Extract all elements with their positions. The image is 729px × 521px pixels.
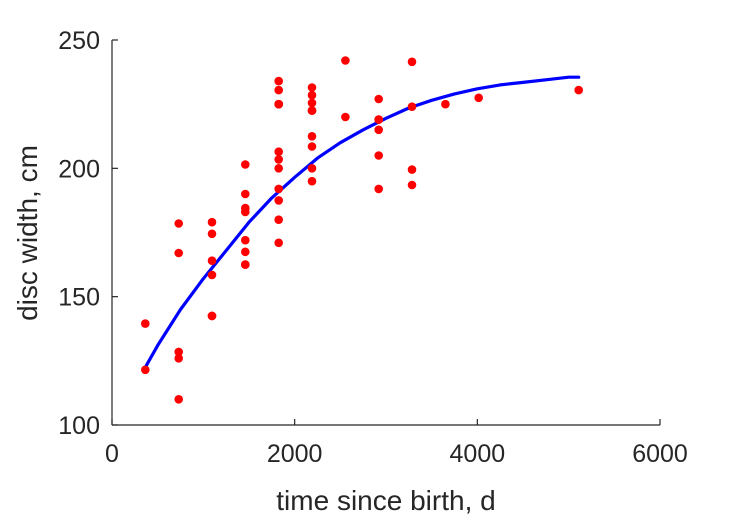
- data-point: [274, 147, 284, 156]
- data-point: [174, 354, 183, 363]
- data-point: [574, 85, 583, 95]
- data-point: [374, 184, 384, 194]
- data-point: [207, 270, 217, 280]
- data-point: [374, 125, 384, 135]
- data-point: [274, 196, 284, 205]
- data-point: [174, 248, 183, 258]
- data-point: [307, 83, 317, 92]
- fit-line: [143, 75, 581, 369]
- data-point: [207, 311, 217, 321]
- data-point: [141, 365, 150, 375]
- data-point: [174, 347, 183, 357]
- data-point: [407, 165, 417, 174]
- data-point: [207, 229, 217, 239]
- data-point: [141, 319, 150, 328]
- data-point: [174, 219, 183, 228]
- x-tick-label: 0: [105, 440, 119, 468]
- data-point: [274, 238, 284, 248]
- data-point: [407, 102, 417, 111]
- data-point: [207, 217, 217, 227]
- data-point: [241, 189, 250, 199]
- y-tick-label: 100: [58, 412, 100, 440]
- data-point: [241, 260, 250, 269]
- data-point: [341, 56, 350, 65]
- y-tick-label: 200: [58, 155, 100, 183]
- data-point: [441, 99, 450, 109]
- y-tick-label: 250: [58, 27, 100, 55]
- data-points-layer: [141, 56, 583, 404]
- x-axis-title: time since birth, d: [276, 485, 495, 516]
- fit-curve-layer: [143, 75, 581, 369]
- data-point: [207, 256, 217, 266]
- data-point: [307, 164, 317, 173]
- data-point: [407, 180, 417, 190]
- data-point: [241, 207, 250, 217]
- x-tick-label: 6000: [632, 440, 688, 468]
- data-point: [274, 215, 284, 224]
- axes: 0 2000 4000 6000 100 150 200 250: [58, 27, 688, 468]
- data-point: [307, 132, 317, 141]
- data-point: [374, 151, 384, 160]
- x-tick-label: 2000: [267, 440, 323, 468]
- data-point: [307, 98, 317, 108]
- data-point: [407, 57, 417, 67]
- data-point: [307, 142, 317, 151]
- y-tick-label: 150: [58, 284, 100, 312]
- data-point: [241, 235, 250, 245]
- data-point: [374, 94, 384, 104]
- data-point: [374, 115, 384, 124]
- data-point: [174, 395, 183, 404]
- data-point: [274, 155, 284, 164]
- data-point: [241, 247, 250, 257]
- data-point: [307, 176, 317, 186]
- x-tick-label: 4000: [450, 440, 506, 468]
- data-point: [274, 164, 284, 173]
- data-point: [274, 76, 284, 86]
- data-point: [341, 112, 350, 122]
- data-point: [274, 184, 284, 194]
- data-point: [474, 93, 484, 103]
- y-axis-title: disc width, cm: [12, 145, 43, 321]
- data-point: [274, 85, 284, 95]
- data-point: [274, 99, 284, 109]
- data-point: [241, 160, 250, 169]
- data-point: [307, 90, 317, 100]
- data-point: [307, 106, 317, 115]
